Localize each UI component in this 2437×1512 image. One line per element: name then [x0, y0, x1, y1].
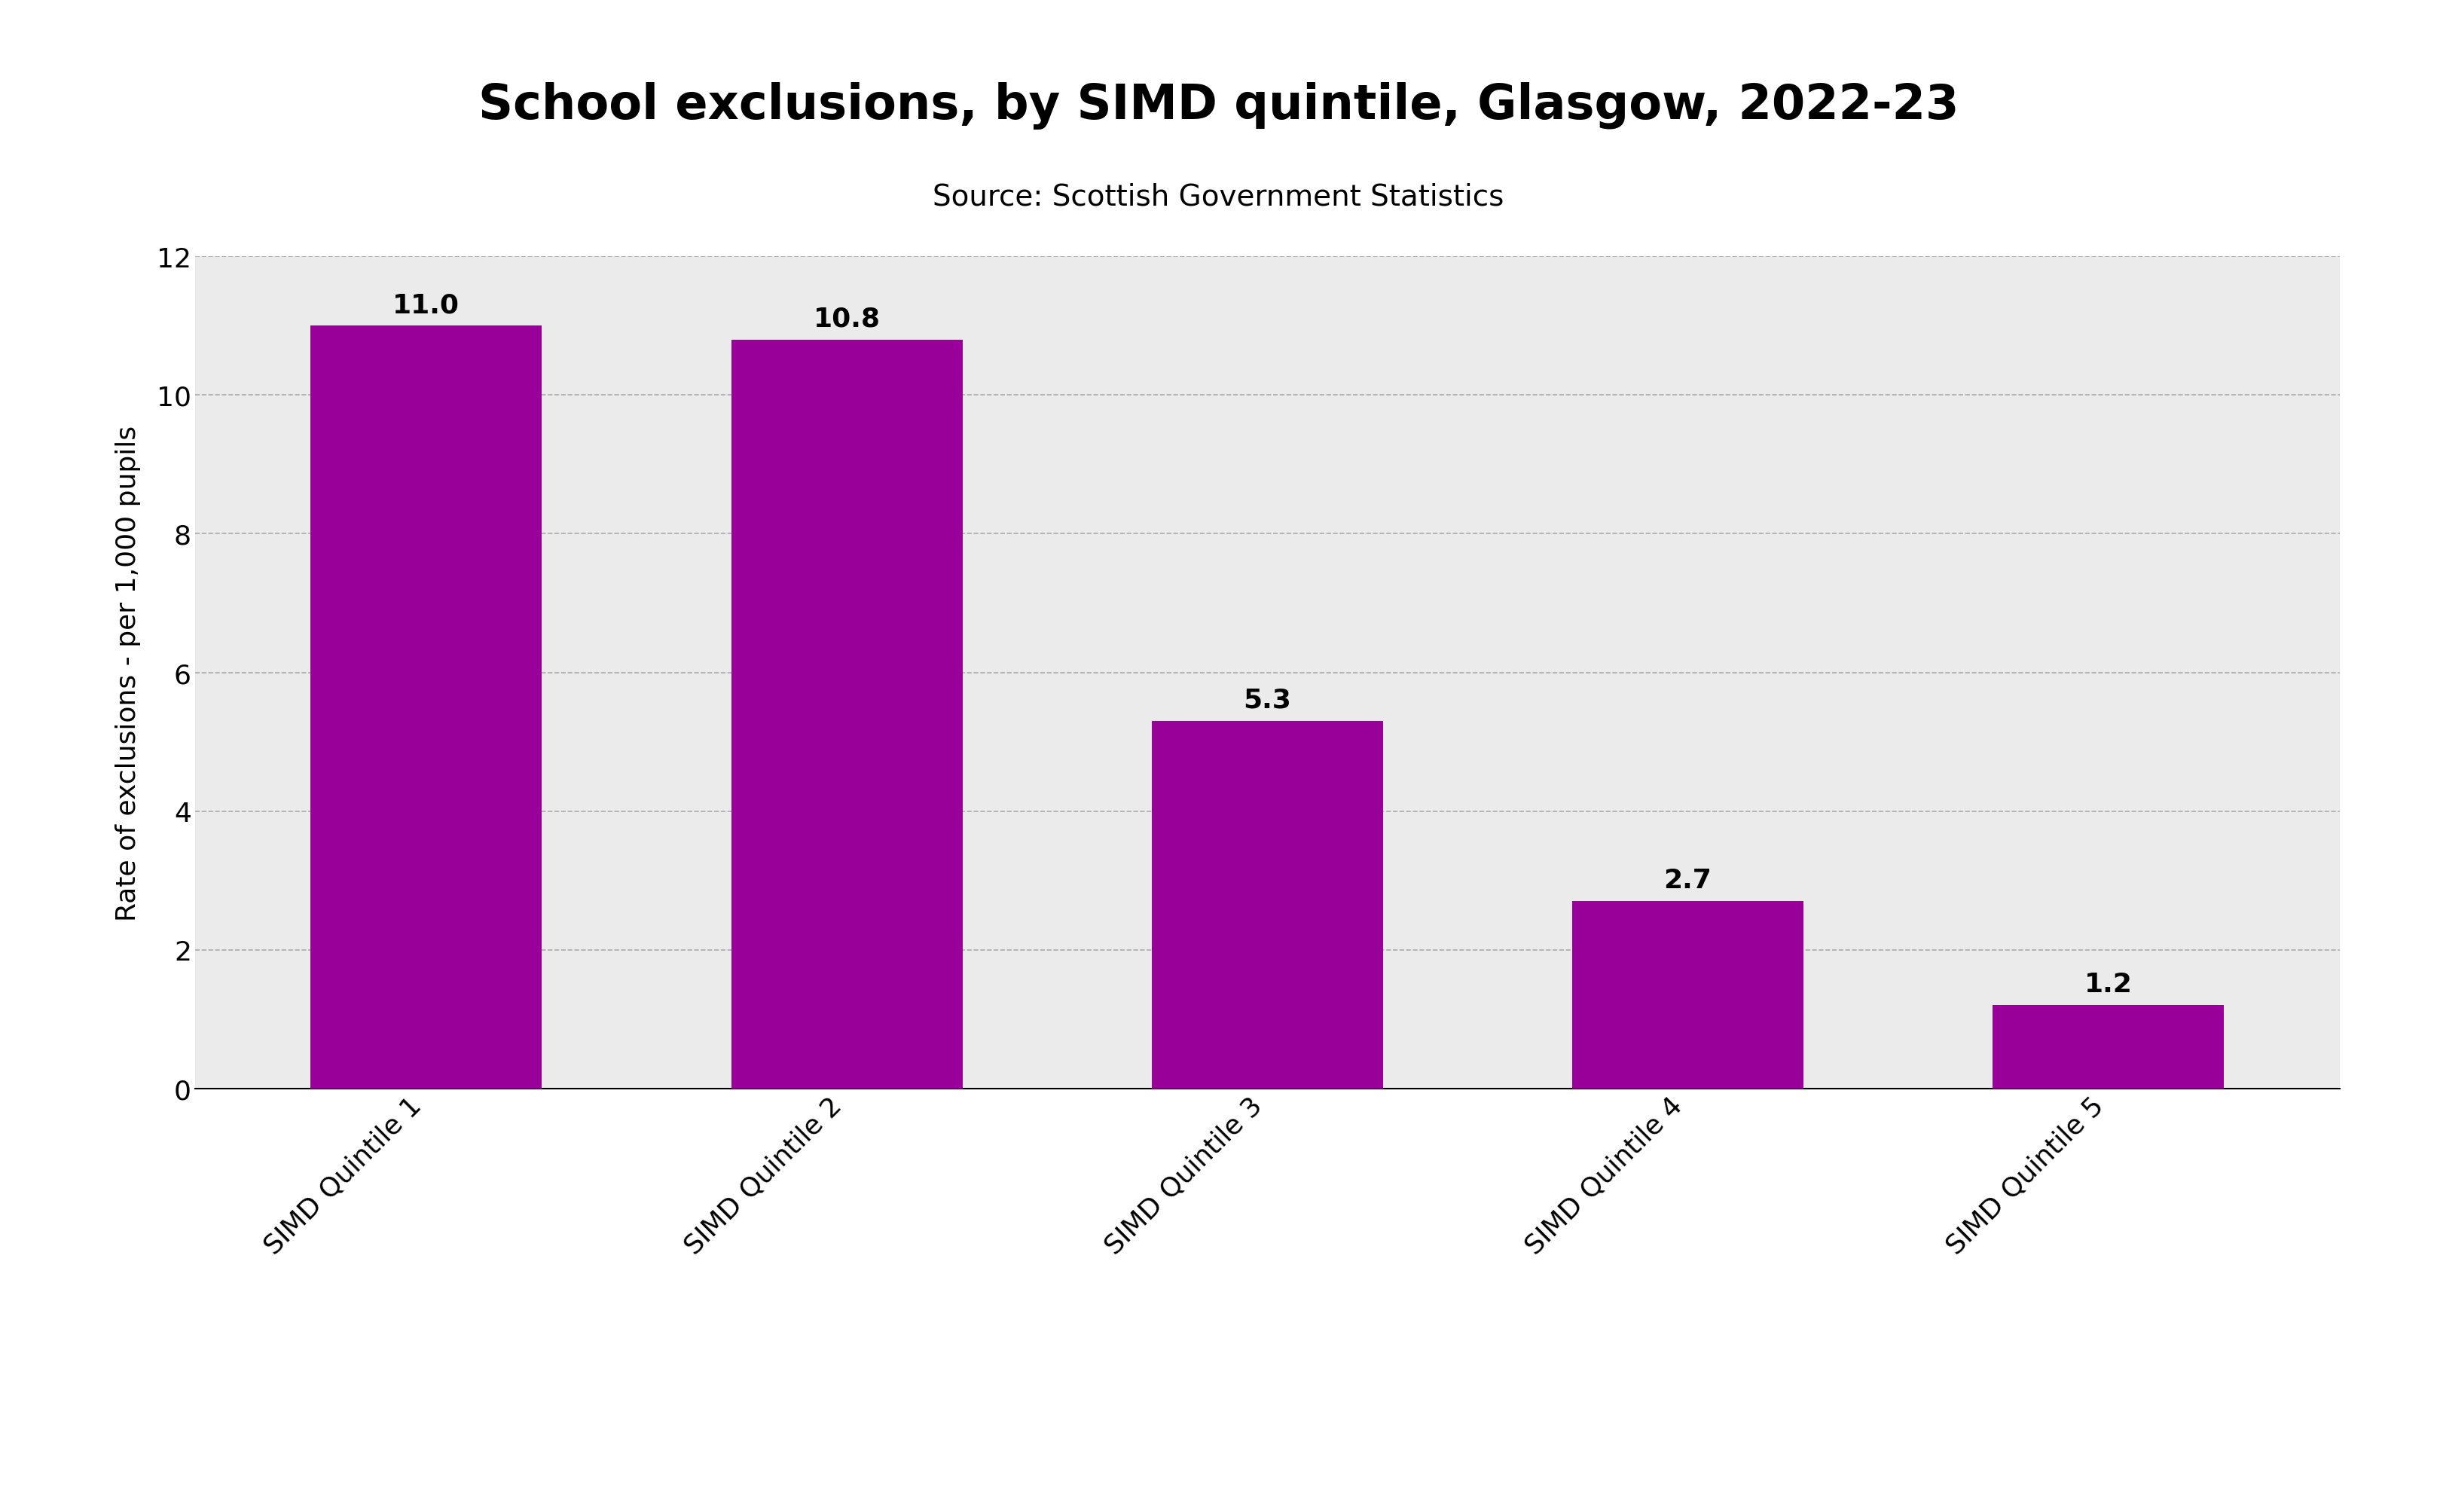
Text: School exclusions, by SIMD quintile, Glasgow, 2022-23: School exclusions, by SIMD quintile, Gla…	[478, 82, 1959, 130]
Text: 10.8: 10.8	[814, 307, 880, 333]
Bar	[1993, 1005, 2225, 1089]
Bar	[1153, 721, 1382, 1089]
Bar	[1572, 901, 1803, 1089]
Bar	[731, 340, 963, 1089]
Y-axis label: Rate of exclusions - per 1,000 pupils: Rate of exclusions - per 1,000 pupils	[115, 425, 141, 921]
Text: 5.3: 5.3	[1243, 688, 1292, 714]
Text: Source: Scottish Government Statistics: Source: Scottish Government Statistics	[933, 183, 1504, 210]
Text: 2.7: 2.7	[1664, 868, 1711, 894]
Bar	[309, 327, 541, 1089]
Text: 1.2: 1.2	[2084, 972, 2132, 998]
Text: 11.0: 11.0	[392, 292, 461, 318]
